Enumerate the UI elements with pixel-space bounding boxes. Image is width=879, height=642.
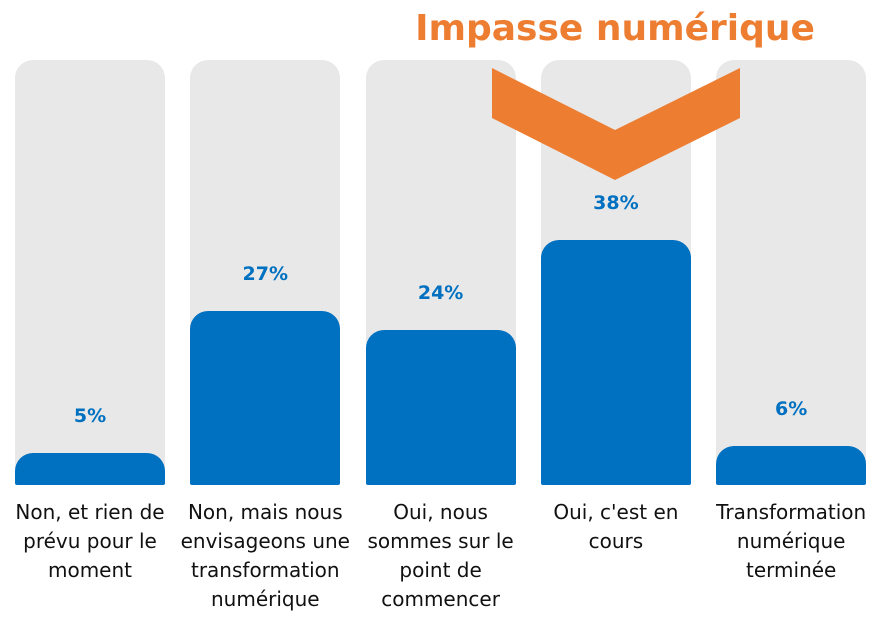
x-tick-label: Oui, c'est en cours: [553, 500, 679, 553]
data-label: 24%: [417, 282, 464, 305]
annotation: Impasse numérique: [415, 8, 815, 49]
bar: [190, 310, 341, 485]
x-tick-label: Non, et rien de prévu pour le moment: [15, 500, 165, 582]
bar-track: [716, 60, 867, 485]
bar: [365, 330, 516, 485]
bar: [540, 239, 691, 485]
x-tick-label: Oui, nous sommes sur le point de commenc…: [367, 500, 514, 611]
data-label: 27%: [242, 262, 289, 285]
data-label: 38%: [593, 191, 639, 214]
bar-track: [15, 60, 165, 485]
bar: [716, 446, 867, 485]
bar: [15, 452, 165, 485]
chevron: [492, 68, 740, 180]
data-label: 5%: [73, 404, 107, 427]
x-tick-label: Non, mais nous envisageons une transform…: [180, 500, 350, 611]
data-label: 6%: [775, 398, 808, 421]
x-tick-label: Transformation numérique terminée: [716, 500, 867, 582]
